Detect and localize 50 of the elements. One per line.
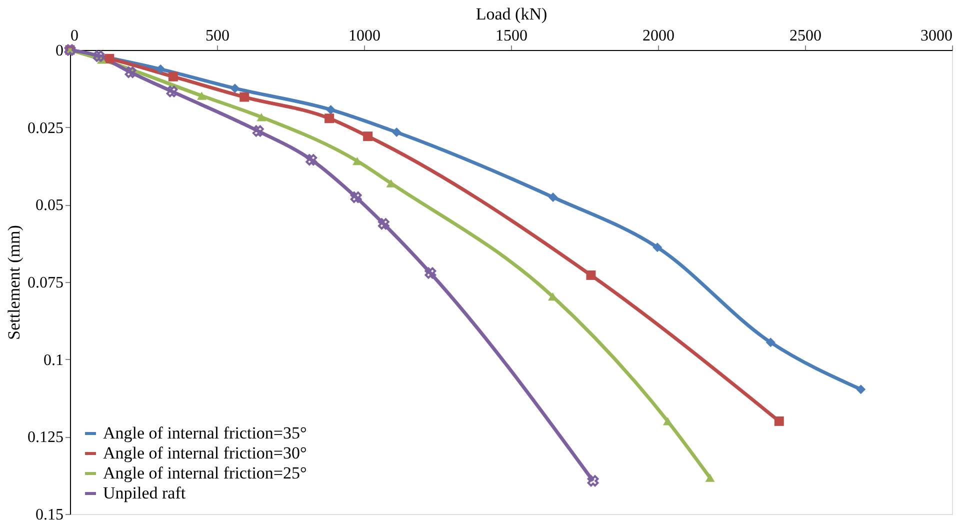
point [230,84,240,94]
point [240,92,250,102]
y-tick-label: 0.15 [36,506,64,524]
point [156,64,166,74]
point [352,156,362,166]
point [324,114,334,124]
x-tick-label: 0 [70,28,78,44]
x-tick-label: 1500 [496,28,528,44]
legend-label: Angle of internal friction=30° [103,444,307,462]
legend-label: Unpiled raft [103,484,186,502]
y-tick-label: 0.075 [28,274,64,292]
y-axis-title: Settlement (mm) [4,225,24,340]
point [350,192,362,203]
y-tick-label: 0.05 [36,197,64,214]
x-axis-title: Load (kN) [476,4,548,24]
point [196,92,206,100]
point [256,113,266,122]
point [363,132,373,142]
point [168,72,178,82]
y-tick-label: 0 [56,42,64,60]
point [705,474,715,482]
point [124,66,136,78]
x-tick-label: 500 [206,28,230,44]
point [652,242,662,252]
point [166,86,178,98]
y-tick-label: 0.025 [28,120,64,137]
point [104,54,114,64]
y-tick-label: 0.1 [44,352,64,369]
point [587,475,599,487]
point [856,384,866,394]
point [766,338,776,348]
point [774,416,784,426]
x-tick-label: 2500 [790,28,822,44]
x-tick-label: 2000 [642,28,674,44]
point [548,192,558,202]
y-tick-label: 0.125 [28,429,64,446]
point [392,128,402,138]
point [378,218,390,230]
point [662,417,672,426]
point [386,179,396,188]
x-tick-label: 3000 [920,28,952,44]
x-tick-label: 1000 [348,28,380,44]
point [326,104,336,114]
point [93,50,105,62]
legend-label: Angle of internal friction=25° [103,464,307,482]
legend-label: Angle of internal friction=35° [103,424,307,442]
point [252,125,264,137]
point [424,267,436,279]
point [586,270,596,280]
point [306,154,318,166]
